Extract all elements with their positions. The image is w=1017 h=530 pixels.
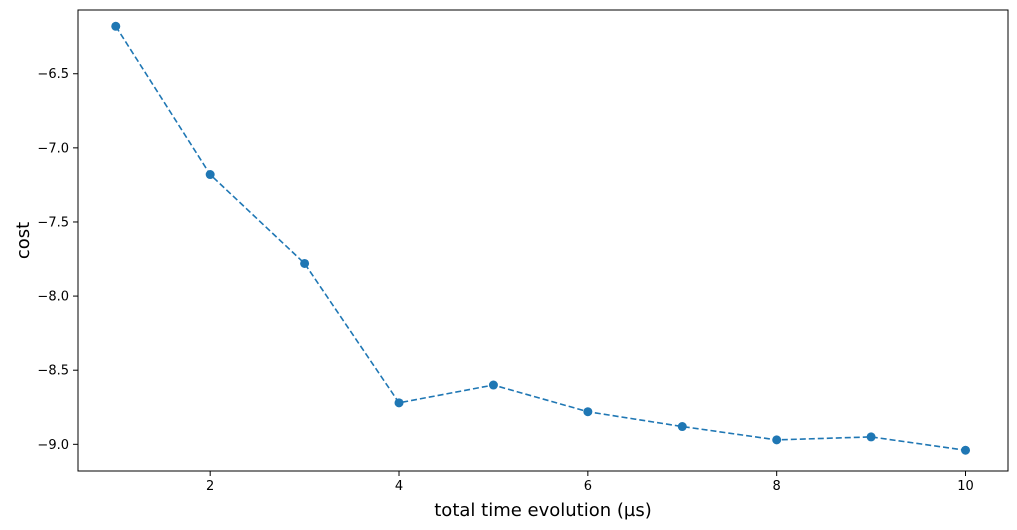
series-layer: [111, 21, 971, 455]
x-axis-ticks: 2 4 6 8 10: [206, 471, 974, 494]
y-tick-label: −9.0: [37, 438, 69, 453]
y-axis-ticks: −6.5 −7.0 −7.5 −8.0 −8.5 −9.0: [37, 67, 78, 453]
y-tick-label: −7.5: [37, 215, 69, 230]
x-tick-label: 4: [395, 479, 403, 494]
data-point: [772, 435, 782, 445]
data-point: [866, 432, 876, 442]
y-tick-label: −8.0: [37, 290, 69, 305]
x-tick-label: 6: [584, 479, 592, 494]
x-axis-label: total time evolution (µs): [434, 500, 652, 521]
data-point: [205, 170, 215, 180]
data-point: [300, 258, 310, 268]
data-point: [488, 380, 498, 390]
y-axis-label: cost: [13, 222, 34, 259]
x-tick-label: 10: [957, 479, 974, 494]
x-tick-label: 2: [206, 479, 214, 494]
data-point: [961, 445, 971, 455]
data-point: [394, 398, 404, 408]
data-point: [583, 407, 593, 417]
plot-area: [77, 9, 1009, 472]
y-tick-label: −6.5: [37, 67, 69, 82]
x-tick-label: 8: [773, 479, 781, 494]
y-tick-label: −7.0: [37, 141, 69, 156]
data-point: [111, 21, 121, 31]
data-point: [677, 422, 687, 432]
y-tick-label: −8.5: [37, 364, 69, 379]
